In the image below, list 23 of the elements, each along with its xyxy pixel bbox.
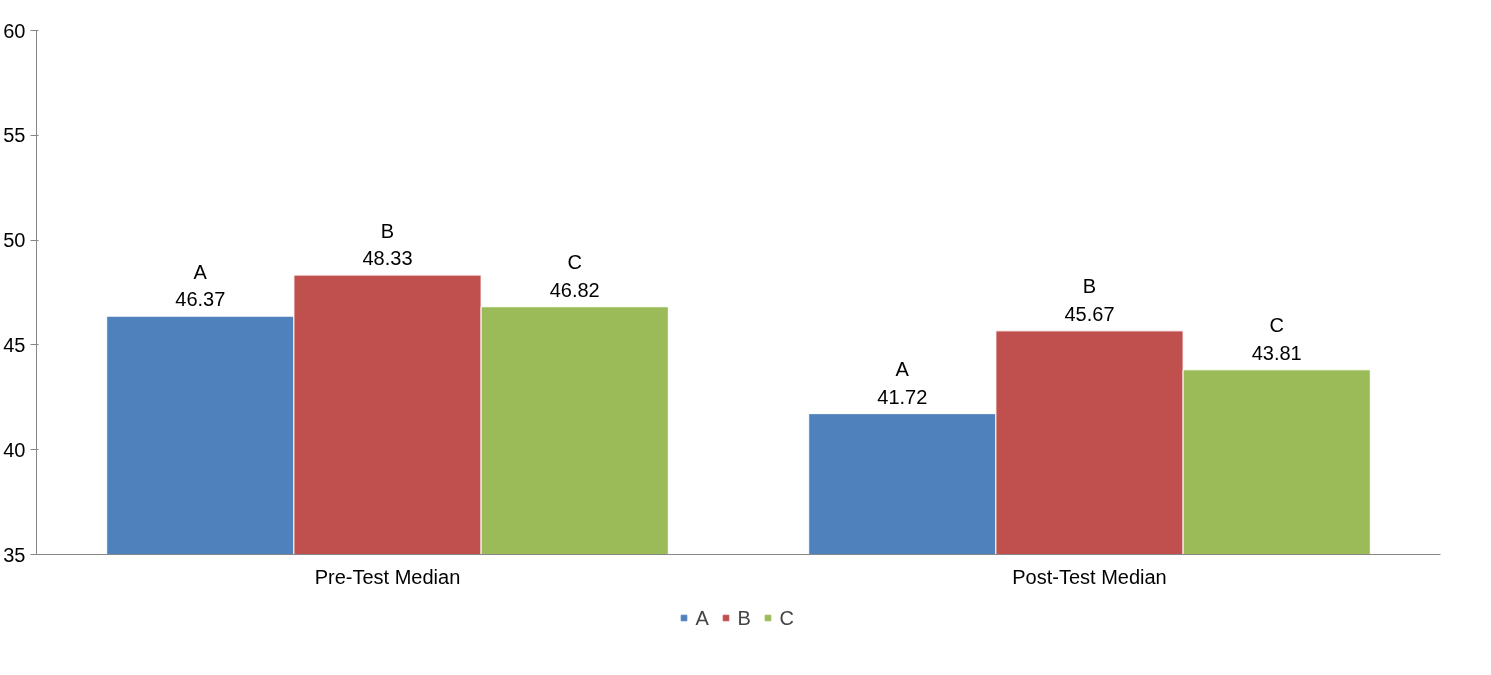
text: A bbox=[895, 358, 909, 381]
text: C bbox=[1269, 314, 1284, 337]
data-label: 45.67 bbox=[1064, 302, 1115, 325]
legend-label: B bbox=[737, 606, 752, 629]
x-tick-label: Pre-Test Median bbox=[314, 565, 461, 588]
x-tick-label: Post-Test Median bbox=[1012, 565, 1167, 588]
text: C bbox=[567, 251, 582, 274]
text: B bbox=[380, 219, 395, 242]
data-label: 46.37 bbox=[175, 288, 226, 311]
data-label: 41.72 bbox=[877, 385, 928, 408]
y-tick-label: 40 bbox=[3, 438, 26, 461]
y-tick-label: 60 bbox=[3, 19, 26, 42]
text: B bbox=[1082, 275, 1097, 298]
text: A bbox=[193, 260, 207, 283]
data-label: 43.81 bbox=[1251, 341, 1302, 364]
data-label: 46.82 bbox=[549, 278, 600, 301]
y-tick-label: 50 bbox=[3, 229, 26, 252]
legend-label: C bbox=[779, 606, 795, 629]
y-tick-label: 55 bbox=[3, 124, 26, 147]
data-label: 48.33 bbox=[362, 247, 413, 270]
y-tick-label: 35 bbox=[3, 543, 26, 566]
legend-label: A bbox=[695, 606, 710, 629]
y-tick-label: 45 bbox=[3, 333, 26, 356]
